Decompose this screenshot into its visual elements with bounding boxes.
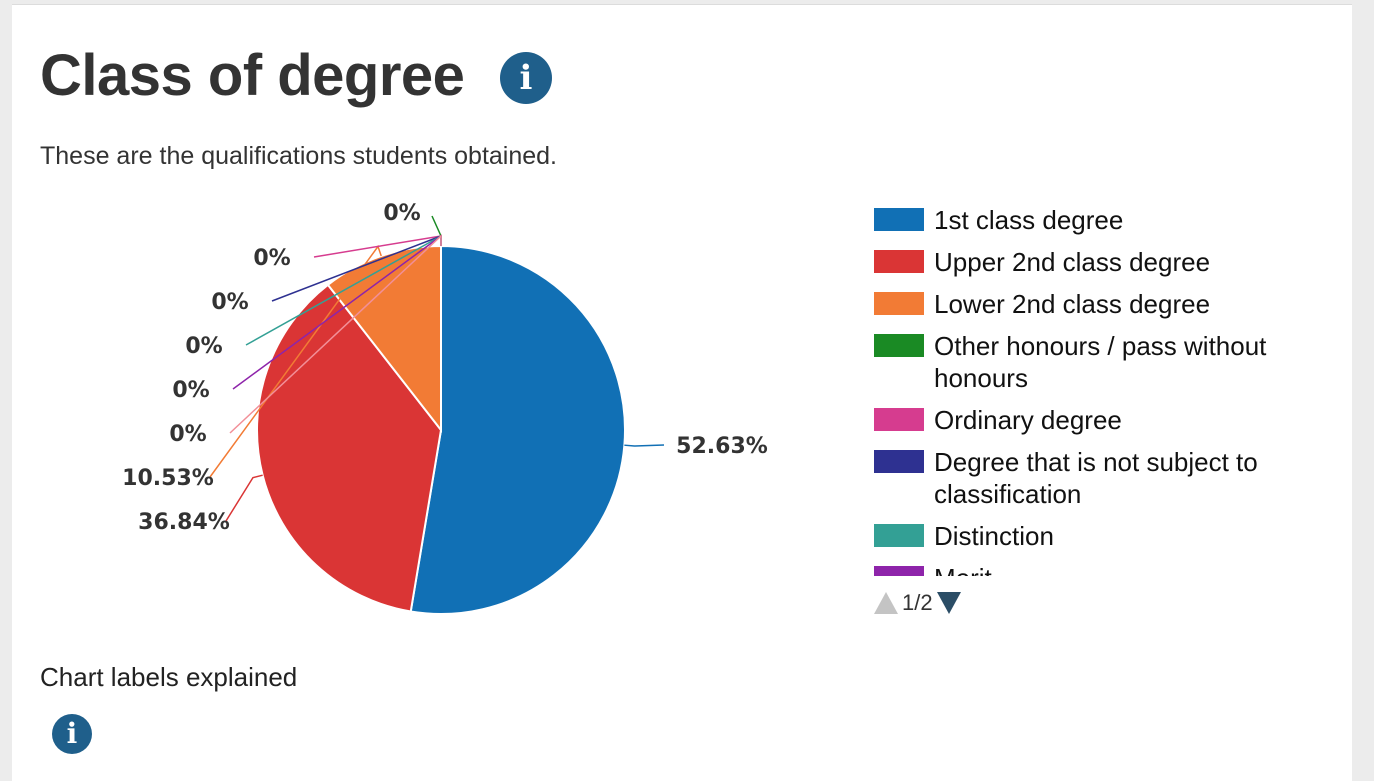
chart-subtitle: These are the qualifications students ob… <box>40 142 558 170</box>
legend-swatch <box>874 450 924 473</box>
legend-swatch <box>874 408 924 431</box>
leader-line <box>225 474 263 522</box>
legend-label: Distinction <box>934 521 1054 551</box>
slice-value-label: 36.84% <box>138 510 230 535</box>
pie-slice[interactable] <box>256 283 443 613</box>
chart-card <box>12 4 1352 781</box>
slice-value-label: 10.53% <box>122 466 214 491</box>
leader-line <box>229 234 442 434</box>
slice-value-label: 0% <box>169 422 206 447</box>
chart-labels-explained-link[interactable]: Chart labels explained <box>40 662 298 692</box>
leader-line <box>624 444 665 447</box>
legend-label: Degree that is not subject to classifica… <box>934 447 1258 509</box>
legend-swatch <box>874 566 924 576</box>
legend-swatch <box>874 292 924 315</box>
legend-label: Merit <box>934 562 1304 576</box>
triangle-down-icon[interactable] <box>936 592 961 614</box>
pie-chart: 52.63%36.84%10.53%0%0%0%0%0%0% <box>122 201 768 615</box>
legend-item[interactable]: 1st class degree <box>874 204 1324 236</box>
page-title: Class of degree <box>40 43 465 108</box>
legend-item[interactable]: Merit <box>874 562 1324 576</box>
legend-page-indicator: 1/2 <box>902 590 933 615</box>
slice-value-label: 0% <box>253 246 290 271</box>
pie-slice[interactable] <box>409 244 626 615</box>
slice-value-label: 0% <box>185 334 222 359</box>
info-icon[interactable]: i <box>500 52 552 104</box>
legend-label: Upper 2nd class degree <box>934 247 1211 277</box>
legend-pager: 1/2 <box>874 588 961 618</box>
slice-value-label: 0% <box>211 290 248 315</box>
legend-swatch <box>874 208 924 231</box>
legend-swatch <box>874 250 924 273</box>
legend-swatch <box>874 524 924 547</box>
legend-item[interactable]: Lower 2nd class degree <box>874 288 1324 320</box>
legend-item[interactable]: Distinction <box>874 520 1324 552</box>
triangle-up-icon[interactable] <box>874 592 898 614</box>
legend-label: Ordinary degree <box>934 405 1122 435</box>
slice-value-label: 0% <box>172 378 209 403</box>
chart-legend: 1st class degree Upper 2nd class degree Lo… <box>874 204 1324 576</box>
legend-label: Other honours / pass without honours <box>934 331 1267 393</box>
legend-label: 1st class degree <box>934 205 1124 235</box>
slice-value-label: 0% <box>383 201 420 226</box>
legend-label: Lower 2nd class degree <box>934 289 1211 319</box>
legend-swatch <box>874 334 924 357</box>
legend-item[interactable]: Other honours / pass without honours <box>874 330 1324 394</box>
info-icon[interactable]: i <box>52 714 92 754</box>
legend-item[interactable]: Upper 2nd class degree <box>874 246 1324 278</box>
slice-value-label: 52.63% <box>676 434 768 459</box>
pie-slice[interactable] <box>326 244 442 433</box>
legend-item[interactable]: Degree that is not subject to classifica… <box>874 446 1324 510</box>
legend-item[interactable]: Ordinary degree <box>874 404 1324 436</box>
